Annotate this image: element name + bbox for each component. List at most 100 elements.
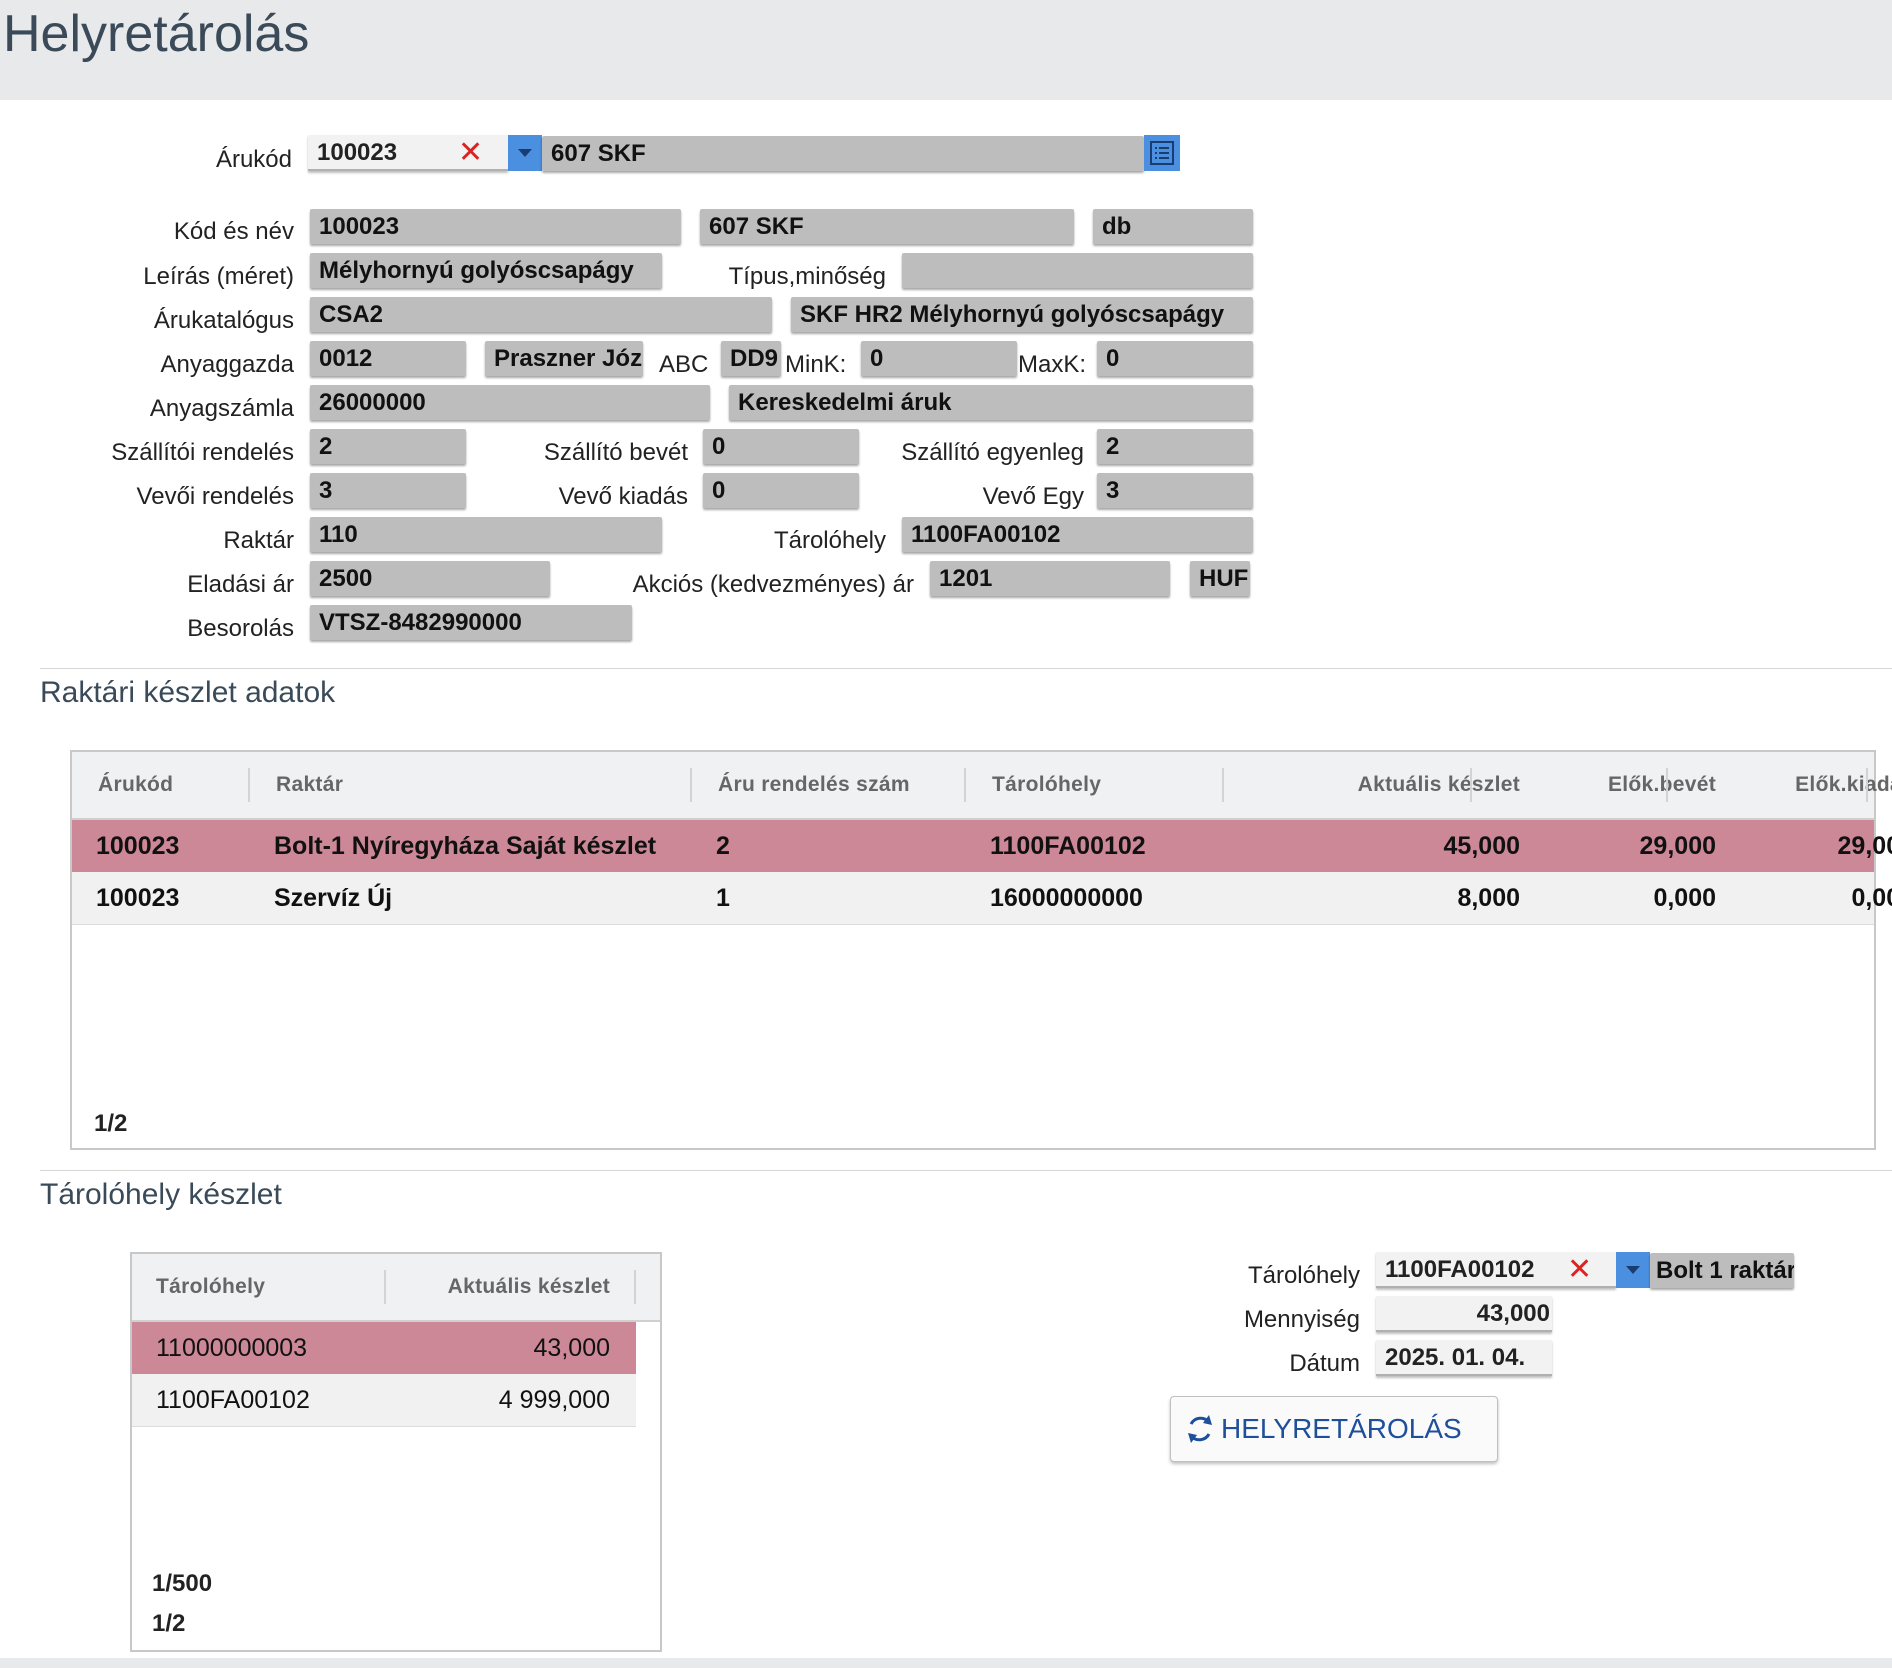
- col-header-tarolohely[interactable]: Tárolóhely: [156, 1275, 266, 1298]
- tarolohely-label: Tárolóhely: [773, 527, 886, 554]
- form-tarolohely-name: Bolt 1 raktár: [1650, 1253, 1794, 1288]
- form-tarolohely-input[interactable]: 1100FA00102: [1376, 1252, 1616, 1288]
- katalogus-name-field: SKF HR2 Mélyhornyú golyóscsapágy: [791, 297, 1253, 332]
- dropdown-arrow-icon[interactable]: [1616, 1252, 1650, 1288]
- dropdown-arrow-icon[interactable]: [508, 135, 542, 171]
- cell-arukod: 100023: [96, 884, 180, 912]
- tipus-field: [902, 253, 1253, 288]
- cell-tarolohely: 1100FA00102: [990, 832, 1146, 860]
- col-separator[interactable]: [248, 768, 250, 802]
- mennyiseg-input[interactable]: 43,000: [1376, 1296, 1552, 1332]
- akcios-label: Akciós (kedvezményes) ár: [632, 571, 914, 598]
- table-row[interactable]: 1100FA00102 4 999,000: [132, 1374, 636, 1427]
- col-header-aktualis[interactable]: Aktuális készlet: [447, 1275, 610, 1298]
- vevo-egy-label: Vevő Egy: [982, 483, 1084, 510]
- tarolohely-field: 1100FA00102: [902, 517, 1253, 552]
- anyaggazda-name-field: Praszner József: [485, 341, 643, 376]
- cell-aktualis: 4 999,000: [498, 1386, 610, 1414]
- akcios-field: 1201: [930, 561, 1170, 596]
- col-header-aktualis[interactable]: Aktuális készlet: [1357, 773, 1520, 796]
- stock-pager: 1/2: [94, 1110, 128, 1137]
- cell-aktualis: 8,000: [1457, 884, 1520, 912]
- szall-egy-label: Szállító egyenleg: [901, 439, 1084, 466]
- cell-rendeles: 1: [716, 884, 730, 912]
- cell-aktualis: 43,000: [533, 1334, 610, 1362]
- szall-egy-field: 2: [1097, 429, 1253, 464]
- anyagszamla-code-field: 26000000: [310, 385, 710, 420]
- clear-icon[interactable]: ✕: [458, 136, 484, 169]
- katalogus-code-field: CSA2: [310, 297, 772, 332]
- mink-label: MinK:: [785, 351, 847, 378]
- maxk-label: MaxK:: [1018, 351, 1087, 378]
- col-separator[interactable]: [634, 1270, 636, 1304]
- unit-field: db: [1093, 209, 1253, 244]
- col-header-raktar[interactable]: Raktár: [276, 773, 344, 796]
- besorolas-field: VTSZ-8482990000: [310, 605, 632, 640]
- szall-rend-label: Szállítói rendelés: [111, 439, 294, 466]
- cell-tarolohely: 11000000003: [156, 1334, 308, 1362]
- raktar-field: 110: [310, 517, 662, 552]
- cell-rendeles: 2: [716, 832, 730, 860]
- szall-bevet-field: 0: [703, 429, 859, 464]
- cell-tarolohely: 1100FA00102: [156, 1386, 310, 1414]
- maxk-field: 0: [1097, 341, 1253, 376]
- szall-rend-field: 2: [310, 429, 466, 464]
- eladasi-field: 2500: [310, 561, 550, 596]
- form-tarolohely-label: Tárolóhely: [1247, 1262, 1360, 1289]
- cell-elok-bevet: 0,000: [1653, 884, 1716, 912]
- refresh-icon: [1185, 1412, 1215, 1446]
- header-bar: [0, 0, 1892, 100]
- eladasi-label: Eladási ár: [187, 571, 294, 598]
- abc-field: DD9: [721, 341, 781, 376]
- location-section-title: Tárolóhely készlet: [40, 1178, 282, 1211]
- abc-label: ABC: [659, 351, 709, 378]
- col-separator[interactable]: [1866, 768, 1868, 802]
- code-label: Árukód: [215, 146, 292, 173]
- katalogus-label: Árukatalógus: [153, 307, 294, 334]
- cell-elok-kiadas: 0,000: [1851, 884, 1892, 912]
- kod-field: 100023: [310, 209, 681, 244]
- section-divider: [40, 1170, 1892, 1171]
- kod-nev-label: Kód és név: [173, 218, 294, 245]
- col-separator[interactable]: [384, 1270, 386, 1304]
- relocate-button[interactable]: HELYRETÁROLÁS: [1170, 1396, 1498, 1462]
- col-separator[interactable]: [1666, 768, 1668, 802]
- stock-grid-header: Árukód Raktár Áru rendelés szám Tárolóhe…: [72, 752, 1892, 820]
- tipus-label: Típus,minőség: [728, 263, 886, 290]
- vevo-kiadas-label: Vevő kiadás: [558, 483, 688, 510]
- location-pager-pages: 1/2: [152, 1610, 186, 1637]
- vevo-rend-field: 3: [310, 473, 466, 508]
- vevo-kiadas-field: 0: [703, 473, 859, 508]
- page-title: Helyretárolás: [3, 5, 310, 63]
- location-grid: Tárolóhely Aktuális készlet 11000000003 …: [130, 1252, 662, 1652]
- table-row[interactable]: 11000000003 43,000: [132, 1322, 636, 1374]
- col-header-elok-kiadas[interactable]: Elők.kiadás: [1795, 773, 1892, 796]
- list-icon[interactable]: [1144, 135, 1180, 171]
- raktar-label: Raktár: [223, 527, 294, 554]
- col-separator[interactable]: [1470, 768, 1472, 802]
- col-separator[interactable]: [690, 768, 692, 802]
- col-header-tarolohely[interactable]: Tárolóhely: [992, 773, 1102, 796]
- cell-aktualis: 45,000: [1443, 832, 1520, 860]
- table-row[interactable]: 100023 Bolt-1 Nyíregyháza Saját készlet …: [72, 820, 1892, 872]
- col-header-elok-bevet[interactable]: Elők.bevét: [1607, 773, 1716, 796]
- nev-field: 607 SKF: [700, 209, 1074, 244]
- anyagszamla-label: Anyagszámla: [149, 395, 294, 422]
- col-separator[interactable]: [964, 768, 966, 802]
- anyaggazda-label: Anyaggazda: [160, 351, 294, 378]
- datum-input[interactable]: 2025. 01. 04.: [1376, 1340, 1552, 1376]
- code-input[interactable]: 100023: [308, 135, 508, 171]
- anyaggazda-code-field: 0012: [310, 341, 466, 376]
- bottom-bar: [0, 1658, 1892, 1668]
- col-header-rendeles[interactable]: Áru rendelés szám: [718, 773, 910, 796]
- col-header-arukod[interactable]: Árukód: [98, 773, 174, 796]
- location-grid-header: Tárolóhely Aktuális készlet: [132, 1254, 660, 1322]
- datum-label: Dátum: [1289, 1350, 1360, 1377]
- currency-field: HUF: [1190, 561, 1250, 596]
- besorolas-label: Besorolás: [187, 615, 294, 642]
- location-pager-records: 1/500: [152, 1570, 213, 1597]
- table-row[interactable]: 100023 Szervíz Új 1 16000000000 8,000 0,…: [72, 872, 1892, 925]
- col-separator[interactable]: [1222, 768, 1224, 802]
- cell-elok-bevet: 29,000: [1639, 832, 1716, 860]
- clear-icon[interactable]: ✕: [1567, 1253, 1593, 1286]
